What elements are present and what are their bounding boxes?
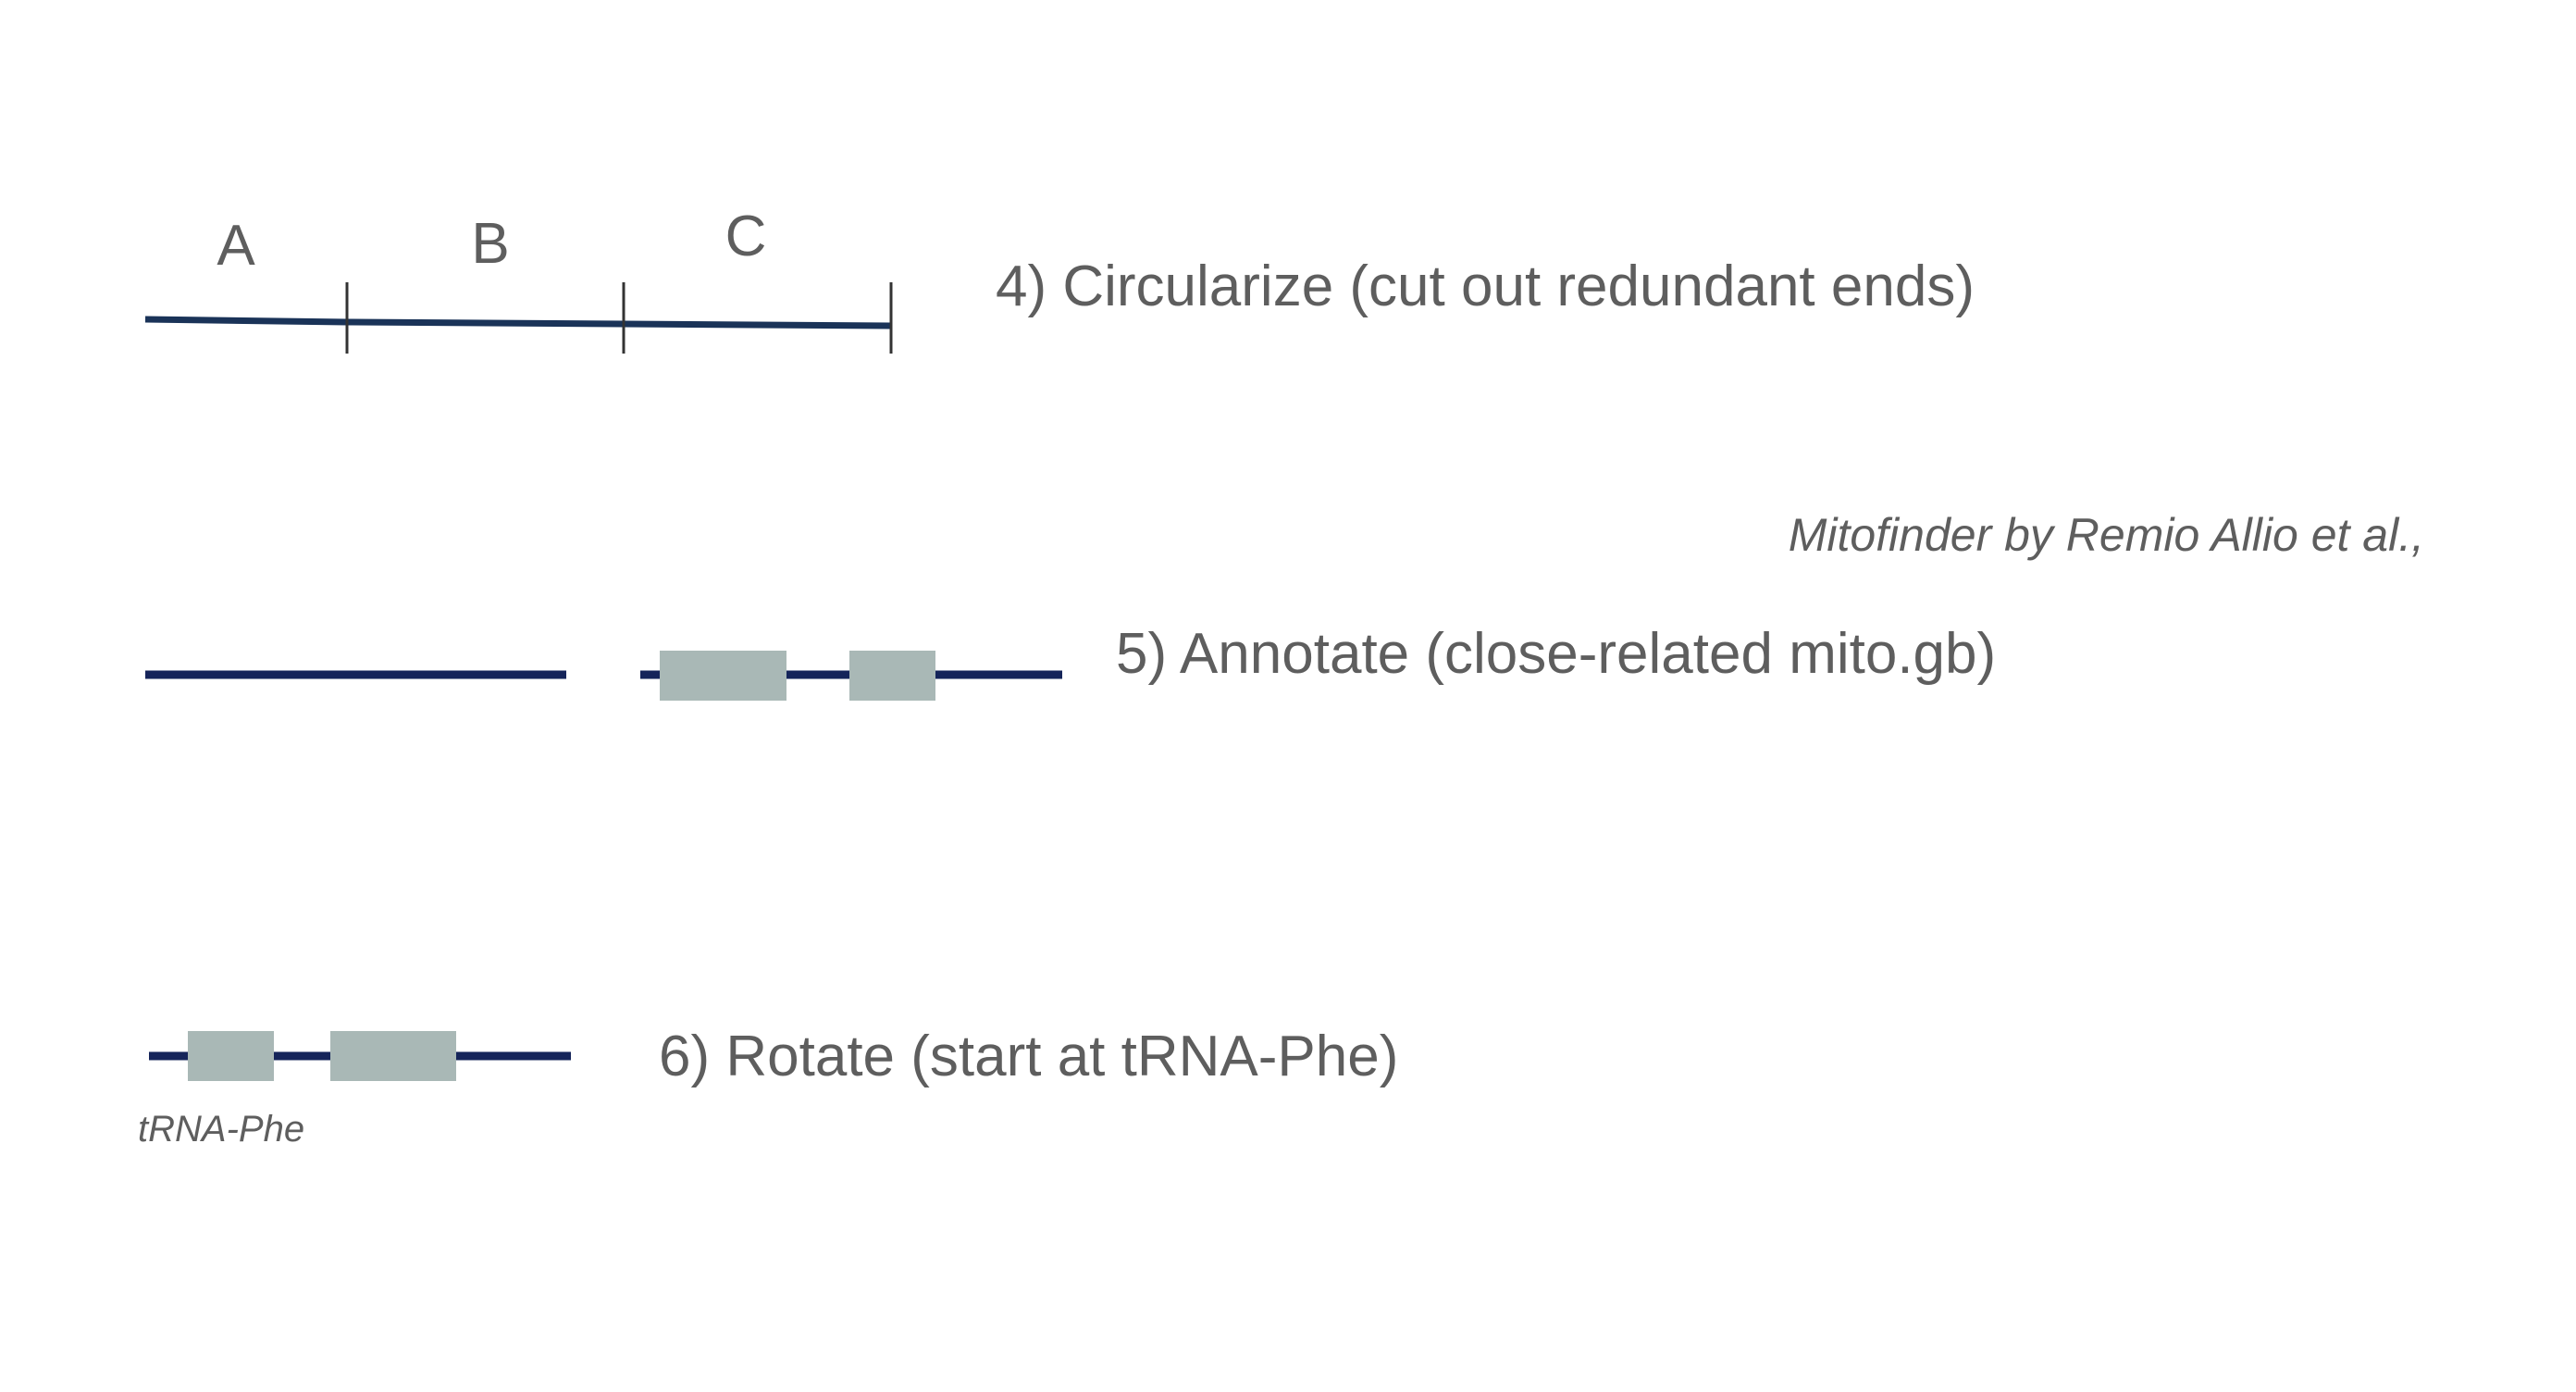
step6-label: 6) Rotate (start at tRNA-Phe) bbox=[659, 1025, 1398, 1088]
step5-gene-block-1 bbox=[660, 651, 786, 701]
step4-line-segment-c bbox=[623, 320, 892, 329]
step5-label: 5) Annotate (close-related mito.gb) bbox=[1116, 622, 1996, 686]
step4-line-segment-b bbox=[346, 318, 625, 328]
step6-gene-block-trna-phe bbox=[188, 1031, 274, 1081]
step4-label: 4) Circularize (cut out redundant ends) bbox=[996, 255, 1975, 318]
step5-group: 5) Annotate (close-related mito.gb) bbox=[145, 622, 1996, 701]
step4-line-segment-a bbox=[144, 316, 348, 326]
segment-label-c: C bbox=[725, 205, 767, 268]
step5-gene-block-2 bbox=[849, 651, 935, 701]
step4-group: A B C 4) Circularize (cut out redundant … bbox=[144, 205, 1975, 354]
trna-phe-label: tRNA-Phe bbox=[138, 1109, 304, 1150]
segment-label-b: B bbox=[471, 212, 509, 276]
credit-text: Mitofinder by Remio Allio et al., bbox=[1789, 509, 2424, 561]
step6-gene-block-2 bbox=[330, 1031, 456, 1081]
step6-group: tRNA-Phe 6) Rotate (start at tRNA-Phe) bbox=[138, 1025, 1398, 1150]
segment-label-a: A bbox=[217, 214, 255, 278]
